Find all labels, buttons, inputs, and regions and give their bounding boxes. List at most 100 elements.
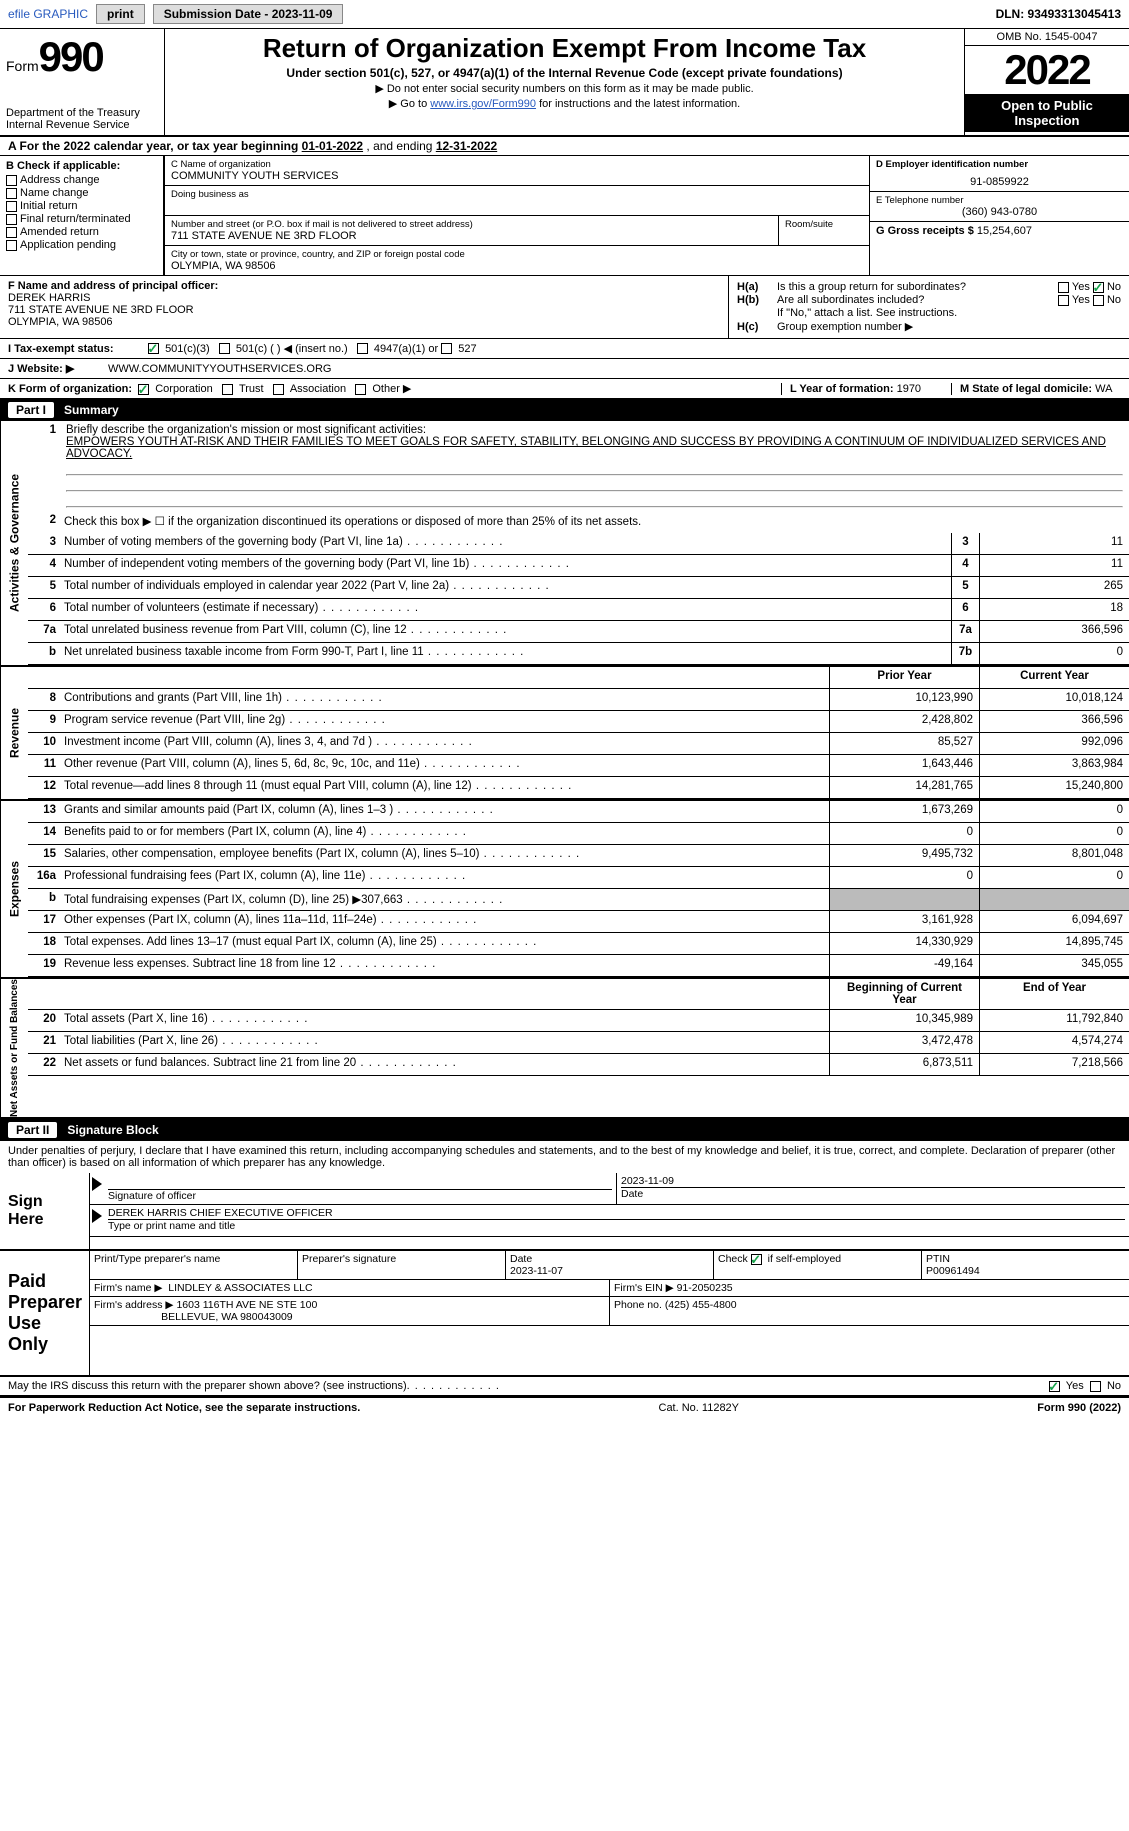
firm-addr-lbl: Firm's address ▶ xyxy=(94,1299,174,1311)
chk-address[interactable] xyxy=(6,175,17,186)
arrow-icon xyxy=(92,1177,102,1191)
officer-city: OLYMPIA, WA 98506 xyxy=(8,316,113,328)
hdr-prior: Prior Year xyxy=(829,667,979,688)
hdr-begin: Beginning of Current Year xyxy=(829,979,979,1009)
officer-name: DEREK HARRIS xyxy=(8,292,91,304)
part1-header: Part I Summary xyxy=(0,399,1129,421)
arrow-icon-2 xyxy=(92,1209,102,1223)
chk-corp[interactable] xyxy=(138,384,149,395)
discuss-question: May the IRS discuss this return with the… xyxy=(8,1380,407,1392)
firm-name: LINDLEY & ASSOCIATES LLC xyxy=(168,1282,312,1294)
discuss-yes[interactable] xyxy=(1049,1381,1060,1392)
row-a-mid: , and ending xyxy=(366,139,435,153)
chk-501c3[interactable] xyxy=(148,343,159,354)
opt-final: Final return/terminated xyxy=(20,213,131,225)
j-label: J Website: ▶ xyxy=(8,362,108,375)
chk-trust[interactable] xyxy=(222,384,233,395)
street-value: 711 STATE AVENUE NE 3RD FLOOR xyxy=(171,230,772,242)
ha-no-lbl: No xyxy=(1107,281,1121,293)
ha-no[interactable] xyxy=(1093,282,1104,293)
chk-final[interactable] xyxy=(6,214,17,225)
ha-yes[interactable] xyxy=(1058,282,1069,293)
goto-post: for instructions and the latest informat… xyxy=(536,98,740,110)
vtab-activities: Activities & Governance xyxy=(0,421,28,665)
opt-501c3: 501(c)(3) xyxy=(165,343,210,355)
part1-num: Part I xyxy=(8,402,54,418)
hb-note: If "No," attach a list. See instructions… xyxy=(777,307,957,319)
c-name-label: C Name of organization xyxy=(171,159,863,170)
hb-yes[interactable] xyxy=(1058,295,1069,306)
type-name-label: Type or print name and title xyxy=(108,1219,1125,1232)
goto-pre: ▶ Go to xyxy=(389,98,430,110)
chk-501c[interactable] xyxy=(219,343,230,354)
paid-preparer-title: Paid Preparer Use Only xyxy=(0,1251,90,1375)
chk-selfemp[interactable] xyxy=(751,1254,762,1265)
chk-amended[interactable] xyxy=(6,227,17,238)
form-title: Return of Organization Exempt From Incom… xyxy=(171,33,958,64)
org-name: COMMUNITY YOUTH SERVICES xyxy=(171,170,863,182)
footer-cat: Cat. No. 11282Y xyxy=(659,1402,740,1414)
opt-corp: Corporation xyxy=(155,383,212,395)
row-a: A For the 2022 calendar year, or tax yea… xyxy=(0,137,1129,156)
phone-value: (360) 943-0780 xyxy=(876,206,1123,218)
dln-label: DLN: 93493313045413 xyxy=(996,7,1121,21)
opt-trust: Trust xyxy=(239,383,264,395)
omb-label: OMB No. 1545-0047 xyxy=(965,29,1129,46)
opt-4947: 4947(a)(1) or xyxy=(374,343,438,355)
efile-label: efile GRAPHIC xyxy=(8,7,88,21)
website-value: WWW.COMMUNITYYOUTHSERVICES.ORG xyxy=(108,363,331,375)
opt-pending: Application pending xyxy=(20,239,116,251)
opt-initial: Initial return xyxy=(20,200,77,212)
vtab-netassets: Net Assets or Fund Balances xyxy=(0,979,28,1117)
l-label: L Year of formation: xyxy=(790,383,894,395)
hb-no[interactable] xyxy=(1093,295,1104,306)
opt-501c: 501(c) ( ) ◀ (insert no.) xyxy=(236,342,348,355)
chk-pending[interactable] xyxy=(6,240,17,251)
hdr-end: End of Year xyxy=(979,979,1129,1009)
opt-assoc: Association xyxy=(290,383,346,395)
chk-namechange[interactable] xyxy=(6,188,17,199)
officer-sig-label: Signature of officer xyxy=(108,1189,612,1202)
hdr-current: Current Year xyxy=(979,667,1129,688)
col-b-checks: B Check if applicable: Address change Na… xyxy=(0,156,165,275)
form-subtitle: Under section 501(c), 527, or 4947(a)(1)… xyxy=(171,66,958,80)
print-button[interactable]: print xyxy=(96,4,145,24)
city-label: City or town, state or province, country… xyxy=(171,249,863,260)
chk-assoc[interactable] xyxy=(273,384,284,395)
discuss-yes-lbl: Yes xyxy=(1066,1380,1084,1392)
irs-link[interactable]: www.irs.gov/Form990 xyxy=(430,98,536,110)
year-box: OMB No. 1545-0047 2022 Open to Public In… xyxy=(964,29,1129,135)
vtab-revenue: Revenue xyxy=(0,667,28,799)
tax-year: 2022 xyxy=(965,46,1129,94)
firm-addr1: 1603 116TH AVE NE STE 100 xyxy=(176,1299,317,1311)
vtab-expenses: Expenses xyxy=(0,801,28,977)
firm-ph-lbl: Phone no. xyxy=(614,1299,662,1311)
irs-label: Internal Revenue Service xyxy=(6,119,158,131)
submission-date-button[interactable]: Submission Date - 2023-11-09 xyxy=(153,4,344,24)
part2-num: Part II xyxy=(8,1122,57,1138)
prep-sig-lbl: Preparer's signature xyxy=(302,1253,396,1265)
row-a-text: A For the 2022 calendar year, or tax yea… xyxy=(8,139,302,153)
chk-other[interactable] xyxy=(355,384,366,395)
chk-initial[interactable] xyxy=(6,201,17,212)
date-label: Date xyxy=(621,1187,1125,1200)
year-formation: 1970 xyxy=(897,383,921,395)
officer-street: 711 STATE AVENUE NE 3RD FLOOR xyxy=(8,304,194,316)
officer-print-name: DEREK HARRIS CHIEF EXECUTIVE OFFICER xyxy=(108,1207,1125,1219)
line-2: Check this box ▶ ☐ if the organization d… xyxy=(60,511,1129,533)
footer-left: For Paperwork Reduction Act Notice, see … xyxy=(8,1402,360,1414)
chk-4947[interactable] xyxy=(357,343,368,354)
firm-name-lbl: Firm's name ▶ xyxy=(94,1282,162,1294)
sign-here: Sign Here xyxy=(0,1173,90,1249)
discuss-no[interactable] xyxy=(1090,1381,1101,1392)
hb-yes-lbl: Yes xyxy=(1072,294,1090,306)
firm-ph: (425) 455-4800 xyxy=(665,1299,737,1311)
hb-label: Are all subordinates included? xyxy=(777,294,1058,306)
year-end: 12-31-2022 xyxy=(436,139,497,153)
ssn-warning: ▶ Do not enter social security numbers o… xyxy=(171,82,958,95)
hc-label: Group exemption number ▶ xyxy=(777,320,913,333)
opt-527: 527 xyxy=(458,343,476,355)
chk-527[interactable] xyxy=(441,343,452,354)
street-label: Number and street (or P.O. box if mail i… xyxy=(171,219,772,230)
k-label: K Form of organization: xyxy=(8,383,132,395)
